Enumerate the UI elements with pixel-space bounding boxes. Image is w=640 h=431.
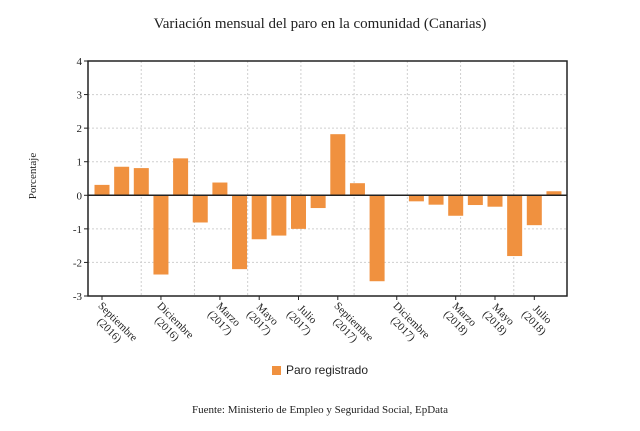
bar-nov-2017 bbox=[369, 195, 385, 282]
bar-ene-2018 bbox=[408, 195, 424, 202]
source-note: Fuente: Ministerio de Empleo y Seguridad… bbox=[191, 404, 448, 416]
bar-jul-2017 bbox=[291, 195, 306, 229]
y-tick-label: 1 bbox=[77, 157, 83, 169]
legend-label: Paro registrado bbox=[285, 363, 369, 377]
y-tick-label: 0 bbox=[77, 190, 83, 202]
bar-oct-2017 bbox=[349, 183, 365, 196]
bar-sep-2016 bbox=[94, 184, 110, 196]
bar-dic-2016 bbox=[153, 195, 169, 275]
y-tick-label: 3 bbox=[77, 90, 83, 102]
y-tick-label: 4 bbox=[77, 56, 83, 68]
bar-feb-2018 bbox=[428, 195, 444, 205]
bar-may-2017 bbox=[251, 195, 267, 240]
bar-sep-2017 bbox=[330, 134, 346, 196]
bar-ago-2017 bbox=[310, 195, 326, 209]
bar-oct-2016 bbox=[114, 166, 130, 196]
y-tick-label: -1 bbox=[73, 224, 82, 236]
bar-feb-2017 bbox=[192, 195, 208, 223]
bar-jul-2018 bbox=[526, 195, 542, 226]
bar-abr-2018 bbox=[467, 195, 483, 206]
legend: Paro registrado bbox=[0, 363, 640, 377]
plot-frame bbox=[87, 60, 568, 297]
bar-jun-2017 bbox=[271, 195, 287, 236]
y-tick-label: 2 bbox=[77, 123, 83, 135]
bar-may-2018 bbox=[487, 195, 503, 207]
bar-nov-2016 bbox=[133, 168, 149, 196]
y-tick-label: -2 bbox=[73, 257, 82, 269]
bar-mar-2018 bbox=[448, 195, 464, 216]
bar-jun-2018 bbox=[507, 195, 523, 257]
bar-ene-2017 bbox=[173, 158, 189, 196]
chart-title: Variación mensual del paro en la comunid… bbox=[153, 16, 487, 32]
bar-abr-2017 bbox=[232, 195, 248, 270]
bar-ago-2018 bbox=[546, 191, 562, 196]
y-tick-label: -3 bbox=[73, 291, 83, 303]
bar-mar-2017 bbox=[212, 182, 228, 196]
legend-swatch bbox=[271, 366, 281, 375]
